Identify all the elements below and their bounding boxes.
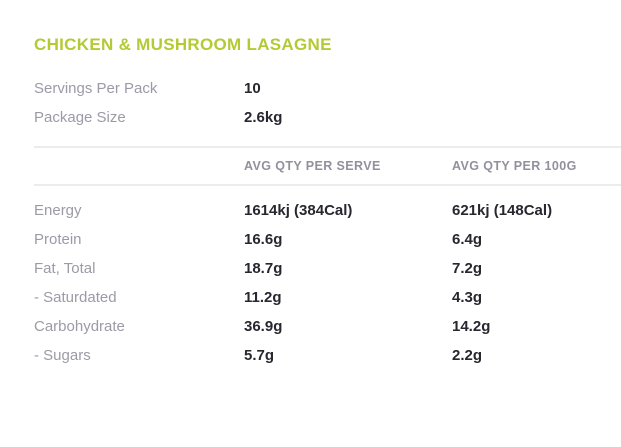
pack-info-row: Servings Per Pack 10 bbox=[34, 74, 621, 103]
nutrient-label: - Saturdated bbox=[34, 289, 117, 306]
column-header-per-serve: AVG QTY PER SERVE bbox=[244, 159, 381, 173]
product-title: CHICKEN & MUSHROOM LASAGNE bbox=[34, 35, 332, 54]
nutrient-label: Fat, Total bbox=[34, 260, 96, 277]
nutrition-row: Energy 1614kj (384Cal) 621kj (148Cal) bbox=[34, 196, 621, 225]
per-100g-value: 621kj (148Cal) bbox=[452, 202, 553, 219]
nutrition-row: Carbohydrate 36.9g 14.2g bbox=[34, 312, 621, 341]
per-100g-value: 14.2g bbox=[452, 318, 491, 335]
pack-info-label: Servings Per Pack bbox=[34, 80, 158, 97]
nutrition-table-header: AVG QTY PER SERVE AVG QTY PER 100G bbox=[34, 148, 621, 184]
per-100g-value: 6.4g bbox=[452, 231, 483, 248]
pack-info-value: 2.6kg bbox=[244, 109, 283, 126]
per-100g-value: 7.2g bbox=[452, 260, 483, 277]
nutrition-row: - Sugars 5.7g 2.2g bbox=[34, 341, 621, 370]
nutrient-label: Energy bbox=[34, 202, 82, 219]
column-header-per-100g: AVG QTY PER 100G bbox=[452, 159, 577, 173]
per-serve-value: 11.2g bbox=[244, 289, 282, 306]
nutrition-row: Protein 16.6g 6.4g bbox=[34, 225, 621, 254]
per-serve-value: 5.7g bbox=[244, 347, 275, 364]
nutrient-label: - Sugars bbox=[34, 347, 91, 364]
pack-info-row: Package Size 2.6kg bbox=[34, 103, 621, 132]
nutrition-table-body: Energy 1614kj (384Cal) 621kj (148Cal) Pr… bbox=[34, 196, 621, 370]
per-serve-value: 16.6g bbox=[244, 231, 283, 248]
pack-info-label: Package Size bbox=[34, 109, 126, 126]
pack-info-section: Servings Per Pack 10 Package Size 2.6kg bbox=[34, 74, 621, 132]
nutrient-label: Carbohydrate bbox=[34, 318, 125, 335]
per-serve-value: 1614kj (384Cal) bbox=[244, 202, 353, 219]
nutrition-row: - Saturdated 11.2g 4.3g bbox=[34, 283, 621, 312]
divider-top bbox=[34, 146, 621, 148]
per-100g-value: 2.2g bbox=[452, 347, 483, 364]
nutrition-row: Fat, Total 18.7g 7.2g bbox=[34, 254, 621, 283]
per-serve-value: 18.7g bbox=[244, 260, 283, 277]
divider-header-bottom bbox=[34, 184, 621, 186]
per-100g-value: 4.3g bbox=[452, 289, 483, 306]
pack-info-value: 10 bbox=[244, 80, 261, 97]
per-serve-value: 36.9g bbox=[244, 318, 283, 335]
nutrition-panel: CHICKEN & MUSHROOM LASAGNE Servings Per … bbox=[0, 33, 621, 447]
nutrient-label: Protein bbox=[34, 231, 82, 248]
